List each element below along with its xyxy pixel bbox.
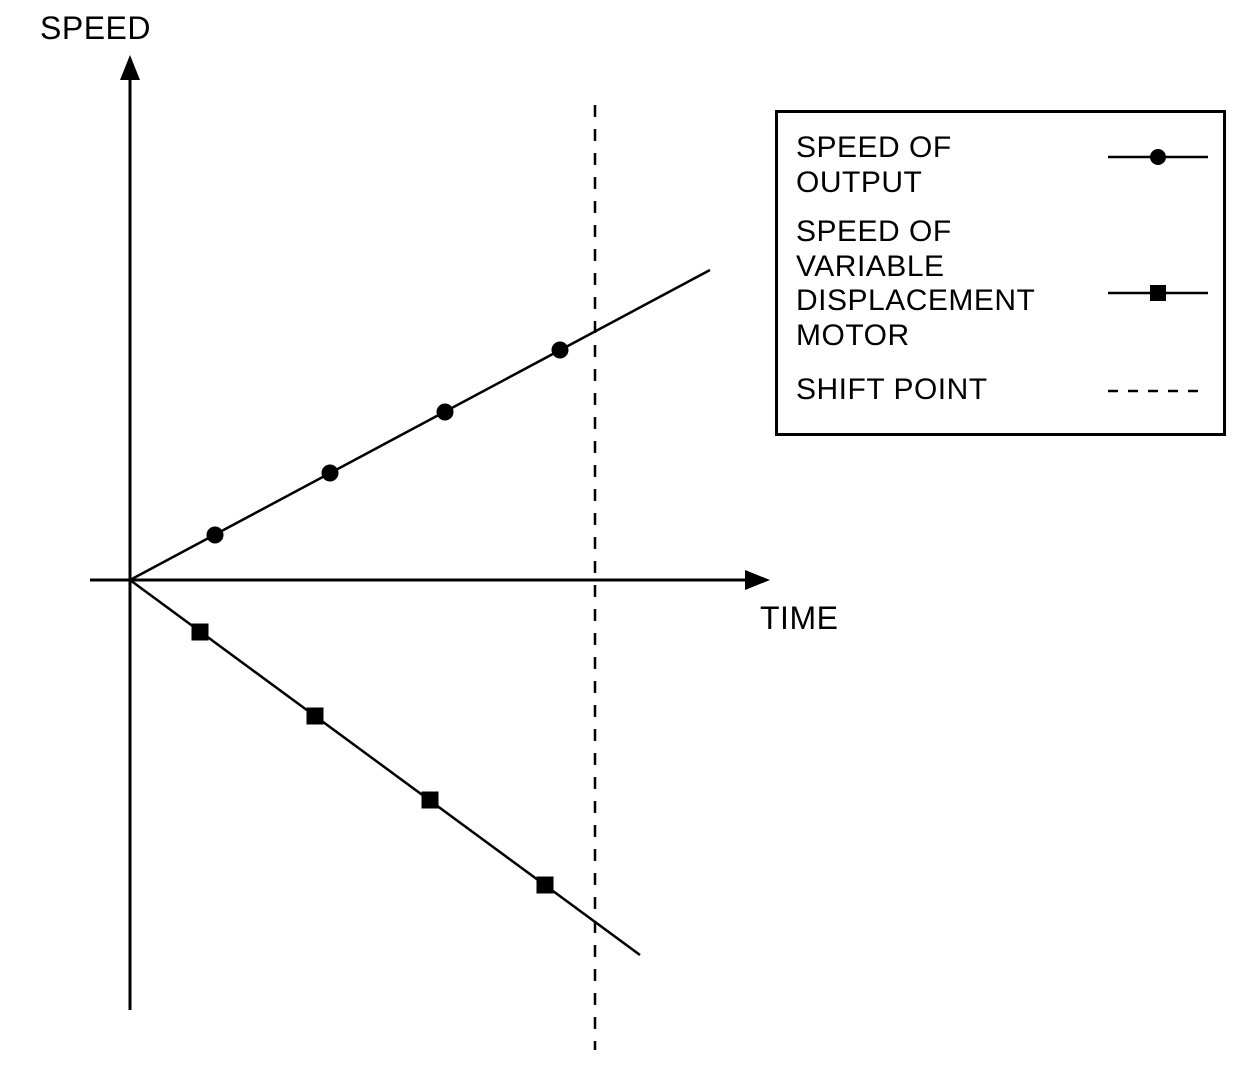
marker-circle [322,465,338,481]
x-axis-arrowhead [745,570,770,590]
marker-square [422,792,438,808]
marker-circle [437,404,453,420]
marker-square [537,877,553,893]
marker-circle [207,527,223,543]
chart-canvas: SPEED TIME SPEED OF O [0,0,1240,1081]
marker-circle [552,342,568,358]
marker-square [307,708,323,724]
marker-square [192,624,208,640]
legend-box: SPEED OF OUTPUT SPEED OF VARIABLE DISPLA… [775,110,1226,436]
y-axis-arrowhead [120,55,140,80]
legend-sample-shift [778,113,1223,433]
